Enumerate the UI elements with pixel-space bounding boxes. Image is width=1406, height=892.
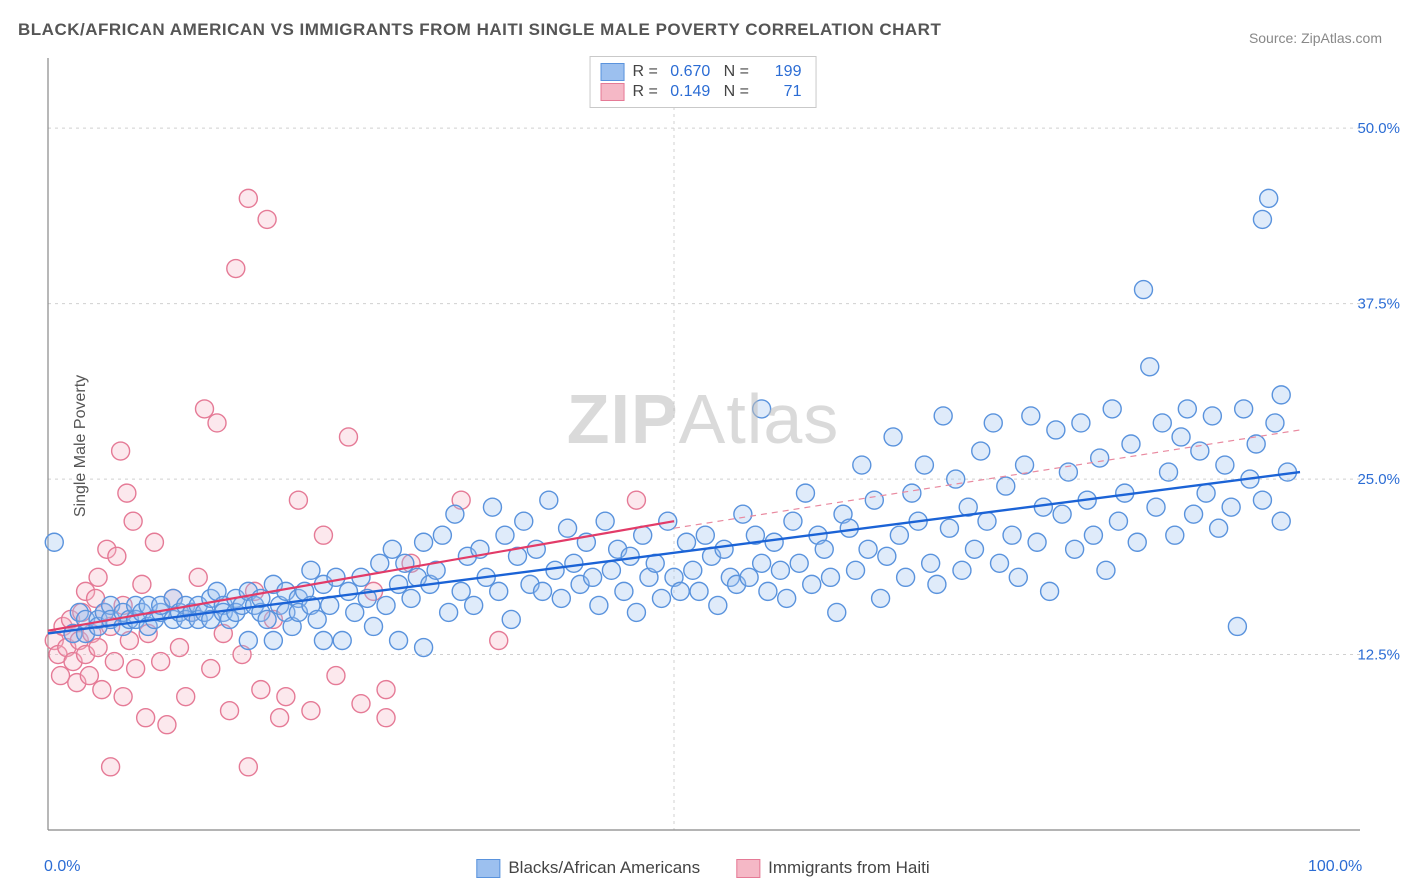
series-legend: Blacks/African Americans Immigrants from… bbox=[476, 858, 929, 878]
swatch-b bbox=[601, 83, 625, 101]
y-axis-label: Single Male Poverty bbox=[72, 375, 90, 517]
swatch-a-bottom bbox=[476, 859, 500, 878]
n-label: N = bbox=[724, 63, 749, 80]
n-value-b: 71 bbox=[753, 83, 801, 101]
legend-row-a: R = 0.670 N = 199 bbox=[601, 63, 802, 81]
r-value-a: 0.670 bbox=[662, 63, 710, 81]
svg-text:37.5%: 37.5% bbox=[1357, 296, 1400, 313]
n-label: N = bbox=[724, 83, 749, 100]
swatch-a bbox=[601, 63, 625, 81]
svg-text:12.5%: 12.5% bbox=[1357, 647, 1400, 664]
legend-item-a: Blacks/African Americans bbox=[476, 858, 700, 878]
source-attribution: Source: ZipAtlas.com bbox=[1249, 30, 1382, 46]
r-label: R = bbox=[633, 63, 658, 80]
x-tick-right: 100.0% bbox=[1308, 858, 1362, 876]
svg-text:25.0%: 25.0% bbox=[1357, 471, 1400, 488]
swatch-b-bottom bbox=[736, 859, 760, 878]
legend-label-b: Immigrants from Haiti bbox=[768, 858, 930, 878]
scatter-chart: 12.5% 25.0% 37.5% 50.0% bbox=[0, 0, 1406, 892]
chart-container: BLACK/AFRICAN AMERICAN VS IMMIGRANTS FRO… bbox=[0, 0, 1406, 892]
x-tick-left: 0.0% bbox=[44, 858, 80, 876]
chart-title: BLACK/AFRICAN AMERICAN VS IMMIGRANTS FRO… bbox=[18, 20, 941, 40]
r-value-b: 0.149 bbox=[662, 83, 710, 101]
r-label: R = bbox=[633, 83, 658, 100]
legend-label-a: Blacks/African Americans bbox=[508, 858, 700, 878]
legend-row-b: R = 0.149 N = 71 bbox=[601, 83, 802, 101]
svg-text:50.0%: 50.0% bbox=[1357, 120, 1400, 137]
correlation-legend: R = 0.670 N = 199 R = 0.149 N = 71 bbox=[590, 56, 817, 108]
legend-item-b: Immigrants from Haiti bbox=[736, 858, 930, 878]
n-value-a: 199 bbox=[753, 63, 801, 81]
